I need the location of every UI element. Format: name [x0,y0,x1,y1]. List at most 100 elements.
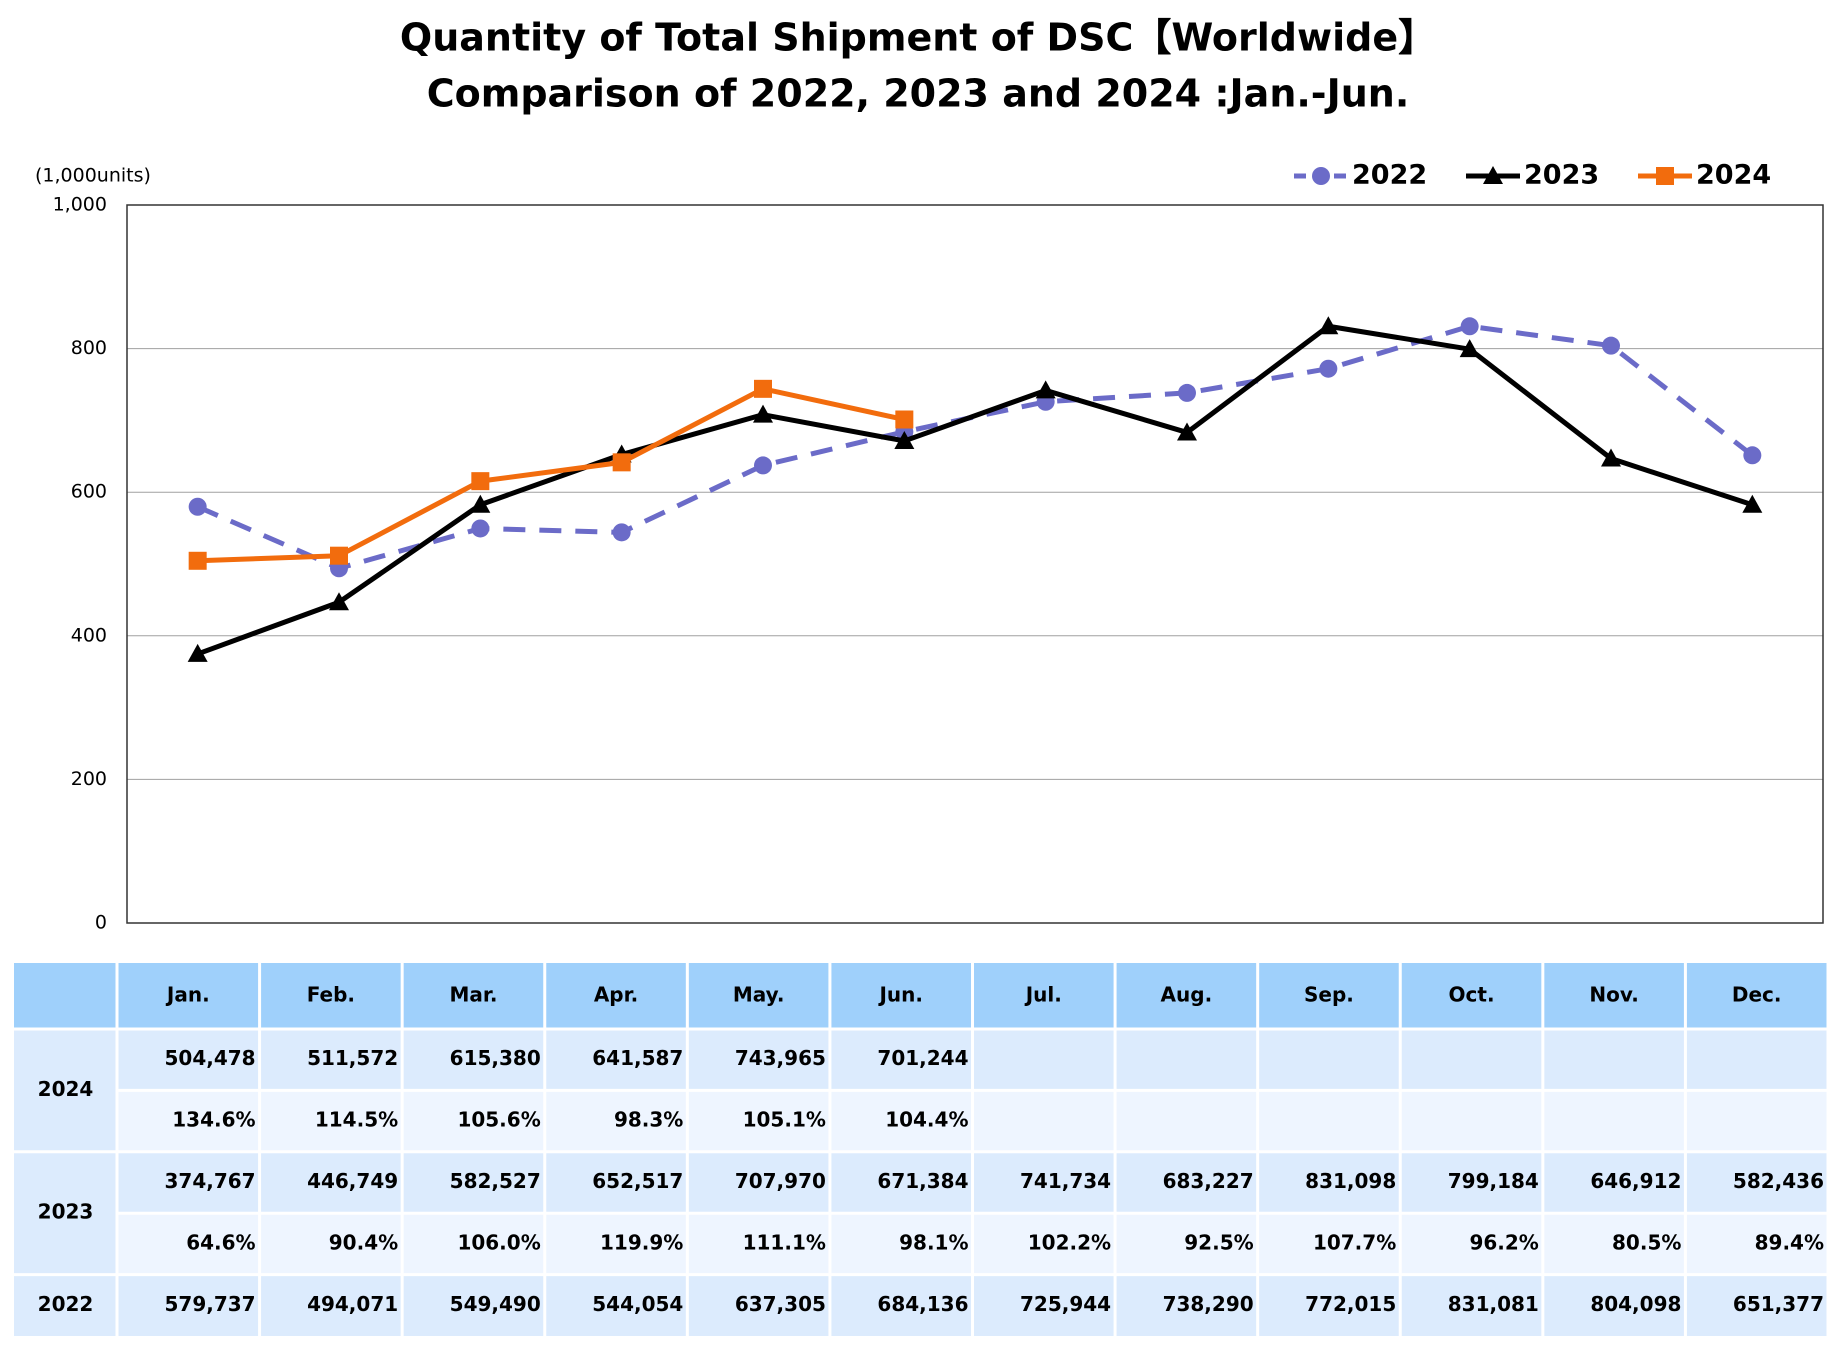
marker [188,497,207,516]
table-cell: 446,749 [307,1169,398,1193]
table-header-cell: Oct. [1449,983,1495,1007]
table-header-cell: Jun. [877,983,923,1007]
table-cell: 105.6% [457,1108,540,1132]
table-cell: 646,912 [1590,1169,1681,1193]
table-cell: 651,377 [1733,1292,1824,1316]
series-line [197,386,905,564]
legend-marker [1483,166,1503,184]
table-cell: 582,527 [450,1169,541,1193]
table-cell: 772,015 [1305,1292,1396,1316]
marker [188,551,207,570]
table-cell: 504,478 [164,1046,255,1070]
table-cell: 579,737 [164,1292,255,1316]
y-tick-label: 600 [71,481,107,503]
table-cell: 741,734 [1020,1169,1111,1193]
marker [1602,336,1620,355]
marker [612,453,631,472]
series-line [196,323,1754,657]
table-cell: 102.2% [1028,1230,1111,1254]
row-label-cell [14,1274,117,1336]
table-cell: 119.9% [600,1230,683,1254]
table-cell: 582,436 [1733,1169,1824,1193]
table-cell: 743,965 [735,1046,826,1070]
table-cell: 544,054 [592,1292,683,1316]
marker [1601,448,1621,467]
chart-subtitle: Comparison of 2022, 2023 and 2024 :Jan.-… [427,72,1410,116]
marker [187,643,208,662]
y-tick-label: 1,000 [53,194,107,216]
table-header-cell: Feb. [307,983,355,1007]
table-cell: 738,290 [1163,1292,1254,1316]
table-header [14,963,1828,1029]
table-cell: 89.4% [1755,1230,1824,1254]
marker [895,410,914,429]
table-header-cell: Aug. [1161,983,1213,1007]
table-cell: 114.5% [315,1108,398,1132]
table-cell: 374,767 [164,1169,255,1193]
row-label-cell [14,1151,117,1275]
table-header-cell: Mar. [449,983,497,1007]
y-tick-label: 0 [95,912,107,934]
table-cell: 90.4% [329,1230,398,1254]
y-tick-label: 200 [71,768,107,790]
legend-marker [1656,167,1674,185]
marker [1459,339,1480,358]
table-cell: 107.7% [1313,1230,1396,1254]
table-header-cell: May. [733,983,785,1007]
table-cell: 494,071 [307,1292,398,1316]
table-cell: 615,380 [450,1046,541,1070]
y-tick-label: 800 [71,337,107,359]
table-cell: 684,136 [877,1292,968,1316]
marker [1035,380,1056,399]
table-cell: 701,244 [877,1046,968,1070]
row-label: 2022 [38,1292,94,1316]
plot-frame [126,204,1824,924]
table-cell: 641,587 [592,1046,683,1070]
table-cell: 511,572 [307,1046,398,1070]
marker [471,472,490,491]
marker [1460,317,1479,336]
marker [612,523,631,542]
marker [1742,494,1763,513]
table-cell: 637,305 [735,1292,826,1316]
table-cell: 98.1% [899,1230,968,1254]
marker [1319,359,1338,378]
chart-title: Quantity of Total Shipment of DSC【Worldw… [400,16,1436,60]
table-cell: 804,098 [1590,1292,1681,1316]
series-line [196,323,1754,571]
marker [471,519,490,538]
row-label: 2023 [38,1200,94,1224]
table-header-cell: Jul. [1024,983,1062,1007]
table-cell: 652,517 [592,1169,683,1193]
table-cell: 134.6% [172,1108,255,1132]
table-header-cell: Nov. [1589,983,1638,1007]
legend-marker [1312,167,1330,185]
legend-label: 2022 [1352,160,1427,191]
marker [1177,422,1197,441]
marker [894,430,915,449]
table-cell: 96.2% [1469,1230,1538,1254]
table-cell: 105.1% [743,1108,826,1132]
table-cell: 707,970 [735,1169,826,1193]
table-cell: 549,490 [450,1292,541,1316]
table-cell: 799,184 [1448,1169,1539,1193]
table-cell: 92.5% [1184,1230,1253,1254]
marker [1743,446,1762,465]
y-tick-label: 400 [71,624,107,646]
legend-label: 2023 [1524,160,1599,191]
legend-label: 2024 [1696,160,1771,191]
marker [330,546,348,565]
marker [1318,316,1339,335]
table-cell: 104.4% [885,1108,968,1132]
row-label: 2024 [38,1077,94,1101]
marker [754,379,772,398]
marker [470,494,491,513]
table-cell: 831,081 [1448,1292,1539,1316]
table-cell: 80.5% [1612,1230,1681,1254]
table-cell: 683,227 [1163,1169,1254,1193]
y-unit-label: (1,000units) [35,165,151,187]
marker [753,404,773,423]
table-cell: 98.3% [614,1108,683,1132]
table-header-cell: Apr. [594,983,638,1007]
